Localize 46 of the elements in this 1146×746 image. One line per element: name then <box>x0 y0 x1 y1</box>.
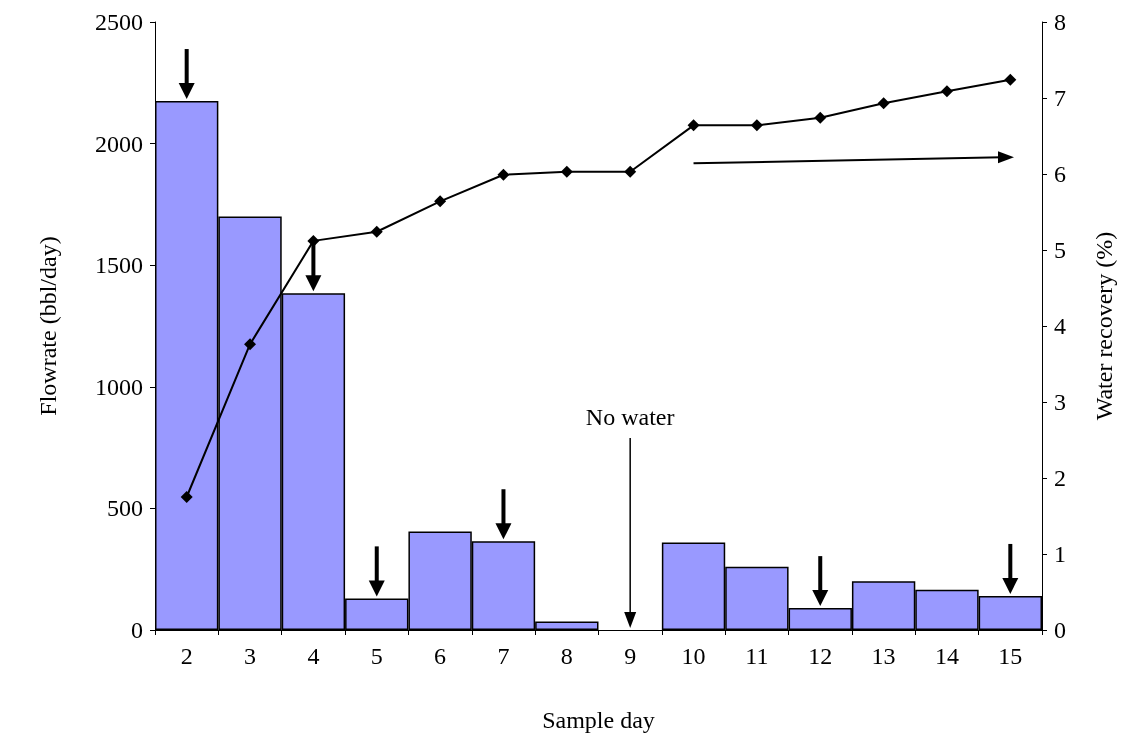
point <box>434 195 447 208</box>
y-tick-label: 500 <box>107 495 143 522</box>
x-tick-label: 14 <box>934 643 959 669</box>
annotation: No water <box>585 404 675 430</box>
x-tick-label: 10 <box>681 643 706 669</box>
y2-axis-title: Water recovery (%) <box>1091 231 1117 421</box>
x-tick-label: 12 <box>808 643 833 669</box>
point <box>624 165 637 178</box>
y-tick-label: 2000 <box>95 130 143 157</box>
x-tick-label: 4 <box>307 643 320 669</box>
x-tick-label: 5 <box>370 643 383 669</box>
y2-tick-label: 5 <box>1054 237 1066 263</box>
y2-tick-label: 7 <box>1054 85 1066 111</box>
y-tick-label: 1500 <box>95 252 143 279</box>
point <box>814 111 827 124</box>
y2-tick-label: 0 <box>1054 617 1066 643</box>
point <box>687 119 700 132</box>
x-tick-label: 11 <box>745 643 769 669</box>
point <box>560 165 573 178</box>
y2-tick-label: 6 <box>1054 161 1066 187</box>
y2-tick-label: 2 <box>1054 465 1066 491</box>
point <box>750 119 763 132</box>
point <box>877 97 890 110</box>
x-tick-label: 9 <box>624 643 637 669</box>
x-tick-label: 3 <box>244 643 257 669</box>
x-tick-label: 8 <box>560 643 573 669</box>
point <box>497 168 510 181</box>
point <box>940 85 953 98</box>
point <box>370 225 383 238</box>
y-tick-label: 2500 <box>95 9 143 35</box>
x-tick-label: 15 <box>998 643 1023 669</box>
point <box>1004 73 1017 86</box>
y-axis-title: Flowrate (bbl/day) <box>35 236 61 416</box>
x-tick-label: 6 <box>434 643 447 669</box>
x-tick-label: 13 <box>871 643 896 669</box>
y2-tick-label: 8 <box>1054 9 1066 35</box>
x-axis-title: Sample day <box>542 707 655 733</box>
y-tick-label: 1000 <box>95 373 143 400</box>
y2-tick-label: 4 <box>1054 313 1066 339</box>
y2-tick-label: 3 <box>1054 389 1066 415</box>
y-tick-label: 0 <box>131 617 143 643</box>
x-tick-label: 2 <box>180 643 193 669</box>
x-tick-label: 7 <box>497 643 510 669</box>
y2-tick-label: 1 <box>1054 541 1066 567</box>
point <box>244 338 257 351</box>
point <box>180 491 193 503</box>
